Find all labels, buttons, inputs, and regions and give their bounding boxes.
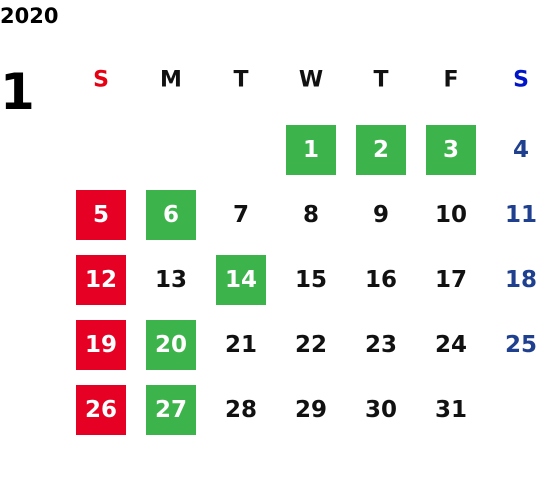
day-number: 31 [435, 397, 467, 423]
weekday-label: T [373, 68, 388, 93]
day-highlight [356, 125, 406, 175]
day-number: 30 [365, 397, 397, 423]
weekday-label: S [513, 68, 529, 93]
day-highlight [76, 255, 126, 305]
day-number: 15 [295, 267, 327, 293]
day-number: 24 [435, 332, 467, 358]
day-highlight [216, 255, 266, 305]
day-highlight [76, 385, 126, 435]
day-number: 27 [155, 397, 187, 423]
day-number: 28 [225, 397, 257, 423]
day-number: 7 [233, 202, 249, 228]
day-number: 29 [295, 397, 327, 423]
weekday-label: T [233, 68, 248, 93]
day-number: 10 [435, 202, 467, 228]
day-number: 11 [505, 202, 537, 228]
day-number: 23 [365, 332, 397, 358]
day-number: 4 [513, 137, 529, 163]
day-number: 9 [373, 202, 389, 228]
day-number: 22 [295, 332, 327, 358]
day-highlight [146, 385, 196, 435]
weekday-label: F [443, 68, 458, 93]
day-number: 26 [85, 397, 117, 423]
day-number: 21 [225, 332, 257, 358]
day-number: 8 [303, 202, 319, 228]
day-number: 25 [505, 332, 537, 358]
day-number: 3 [443, 137, 459, 163]
day-number: 18 [505, 267, 537, 293]
day-number: 5 [93, 202, 109, 228]
day-highlight [76, 190, 126, 240]
day-number: 2 [373, 137, 389, 163]
weekday-label: M [160, 68, 182, 93]
day-number: 19 [85, 332, 117, 358]
weekday-label: W [299, 68, 323, 93]
day-highlight [426, 125, 476, 175]
weekday-label: S [93, 68, 109, 93]
day-number: 13 [155, 267, 187, 293]
day-number: 20 [155, 332, 187, 358]
day-number: 14 [225, 267, 257, 293]
day-number: 12 [85, 267, 117, 293]
year: 2020 [0, 4, 58, 28]
day-number: 16 [365, 267, 397, 293]
day-highlight [76, 320, 126, 370]
day-highlight [146, 190, 196, 240]
day-number: 17 [435, 267, 467, 293]
day-highlight [286, 125, 336, 175]
day-number: 1 [303, 137, 319, 163]
day-number: 6 [163, 202, 179, 228]
month: 1 [0, 63, 35, 121]
day-highlight [146, 320, 196, 370]
